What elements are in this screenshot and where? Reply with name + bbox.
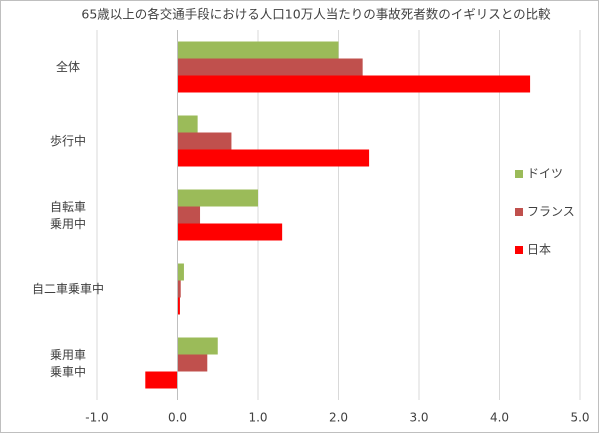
x-tick-label: -1.0 xyxy=(85,411,108,425)
bar xyxy=(177,41,339,59)
y-tick-label: 全体 xyxy=(56,59,80,74)
x-tick-label: 4.0 xyxy=(490,411,509,425)
bar xyxy=(177,337,218,355)
y-tick-label-line: 全体 xyxy=(56,59,80,74)
bar xyxy=(177,206,201,224)
x-tick-label: 3.0 xyxy=(409,411,428,425)
y-tick-label: 自転車乗用中 xyxy=(50,200,86,231)
y-tick-label: 歩行中 xyxy=(50,133,86,148)
bar xyxy=(177,280,181,298)
y-tick-label-line: 乗車中 xyxy=(50,364,86,379)
legend-swatch xyxy=(515,246,523,254)
y-tick-label-line: 自転車 xyxy=(50,200,86,214)
bar xyxy=(177,132,232,150)
y-tick-label-line: 乗用中 xyxy=(50,216,86,231)
legend-swatch xyxy=(515,208,523,216)
bar xyxy=(177,354,208,372)
bar xyxy=(177,263,184,281)
x-tick-label: 5.0 xyxy=(570,411,589,425)
bar xyxy=(177,223,283,241)
bar xyxy=(145,371,178,389)
bar xyxy=(177,115,198,133)
bar xyxy=(177,75,531,93)
bar xyxy=(177,297,180,315)
y-tick-label: 乗用車乗車中 xyxy=(50,348,86,379)
bar xyxy=(177,149,370,167)
chart-title: 65歳以上の各交通手段における人口10万人当たりの事故死者数のイギリスとの比較 xyxy=(81,7,551,22)
bar xyxy=(177,58,363,76)
bar xyxy=(177,189,258,207)
y-tick-label-line: 乗用車 xyxy=(50,348,86,362)
legend-label: ドイツ xyxy=(527,167,563,181)
y-tick-label-line: 自二車乗車中 xyxy=(32,281,104,296)
y-tick-label: 自二車乗車中 xyxy=(32,281,104,296)
legend-swatch xyxy=(515,170,523,178)
x-tick-label: 0.0 xyxy=(168,411,187,425)
x-tick-label: 2.0 xyxy=(329,411,348,425)
legend-label: 日本 xyxy=(527,243,551,257)
y-tick-label-line: 歩行中 xyxy=(50,133,86,148)
legend-label: フランス xyxy=(527,205,575,219)
x-tick-label: 1.0 xyxy=(248,411,267,425)
